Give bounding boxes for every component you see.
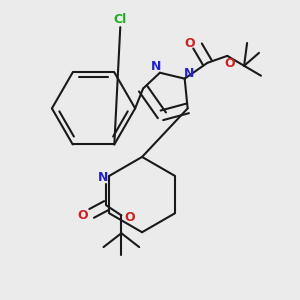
Text: O: O <box>184 38 195 50</box>
Text: Cl: Cl <box>114 13 127 26</box>
Text: O: O <box>224 57 235 70</box>
Text: N: N <box>151 60 161 73</box>
Text: O: O <box>124 211 135 224</box>
Text: O: O <box>77 209 88 222</box>
Text: N: N <box>98 171 109 184</box>
Text: N: N <box>184 67 194 80</box>
